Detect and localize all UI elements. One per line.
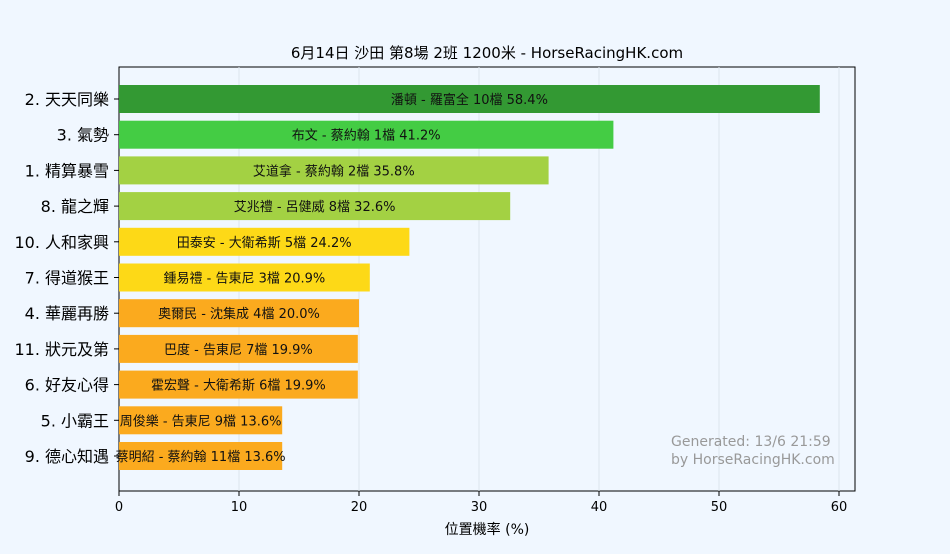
x-tick-label: 30 [471,500,488,515]
y-tick-label: 1. 精算暴雪 [25,161,109,180]
x-tick-label: 40 [591,500,608,515]
y-tick-label: 8. 龍之輝 [41,197,109,216]
bar [119,263,370,292]
bar [119,192,511,221]
bar-label: 布文 - 蔡約翰 1檔 41.2% [292,129,441,144]
x-tick-label: 60 [831,500,848,515]
bar [119,120,614,149]
bar [119,442,283,470]
bar-label: 艾兆禮 - 呂健威 8檔 32.6% [234,200,396,215]
x-axis-label: 位置機率 (%) [445,521,530,538]
y-tick-label: 5. 小霸王 [41,411,109,430]
bar [119,406,283,435]
y-tick-label: 11. 狀元及第 [14,340,109,359]
bar-label: 周俊樂 - 告東尼 9檔 13.6% [120,413,282,429]
y-tick-label: 4. 華麗再勝 [25,304,109,323]
bar-label: 霍宏聲 - 大衛希斯 6檔 19.9% [151,378,326,394]
bar [119,370,358,399]
bar-label: 鍾易禮 - 告東尼 3檔 20.9% [164,271,326,287]
bar-label: 潘頓 - 羅富全 10檔 58.4% [391,92,548,108]
bar [119,85,820,113]
bar [119,334,358,363]
chart-title: 6月14日 沙田 第8場 2班 1200米 - HorseRacingHK.co… [291,44,683,62]
bar [119,227,410,256]
x-tick-label: 10 [231,500,248,515]
bar [119,299,359,328]
bar-label: 蔡明紹 - 蔡約翰 11檔 13.6% [116,450,286,465]
bar-label: 田泰安 - 大衛希斯 5檔 24.2% [177,236,352,251]
x-tick-label: 20 [351,500,368,515]
bars-layer: 潘頓 - 羅富全 10檔 58.4% 布文 - 蔡約翰 1檔 41.2% 艾道拿 -… [116,85,820,470]
y-tick-label: 10. 人和家興 [14,233,109,252]
y-tick-labels: 2. 天天同樂 3. 氣勢 1. 精算暴雪 8. 龍之輝 10. 人和家興 7. 得道猴王… [14,90,119,466]
bar [119,156,549,185]
bar-label: 奧爾民 - 沈集成 4檔 20.0% [158,306,320,322]
x-tick-label: 0 [115,500,123,515]
y-tick-label: 6. 好友心得 [25,376,109,395]
bar-label: 艾道拿 - 蔡約翰 2檔 35.8% [253,163,415,179]
y-tick-label: 3. 氣勢 [57,126,109,145]
y-tick-label: 7. 得道猴王 [25,269,109,288]
y-tick-label: 2. 天天同樂 [25,90,109,109]
x-tick-label: 50 [711,500,728,515]
x-tick-labels: 0 10 20 30 40 50 60 [115,491,847,515]
watermark-site: by HorseRacingHK.com [671,452,835,468]
watermark-generated: Generated: 13/6 21:59 [671,434,831,450]
y-tick-label: 9. 德心知遇 [25,447,109,466]
bar-label: 巴度 - 告東尼 7檔 19.9% [164,342,313,358]
